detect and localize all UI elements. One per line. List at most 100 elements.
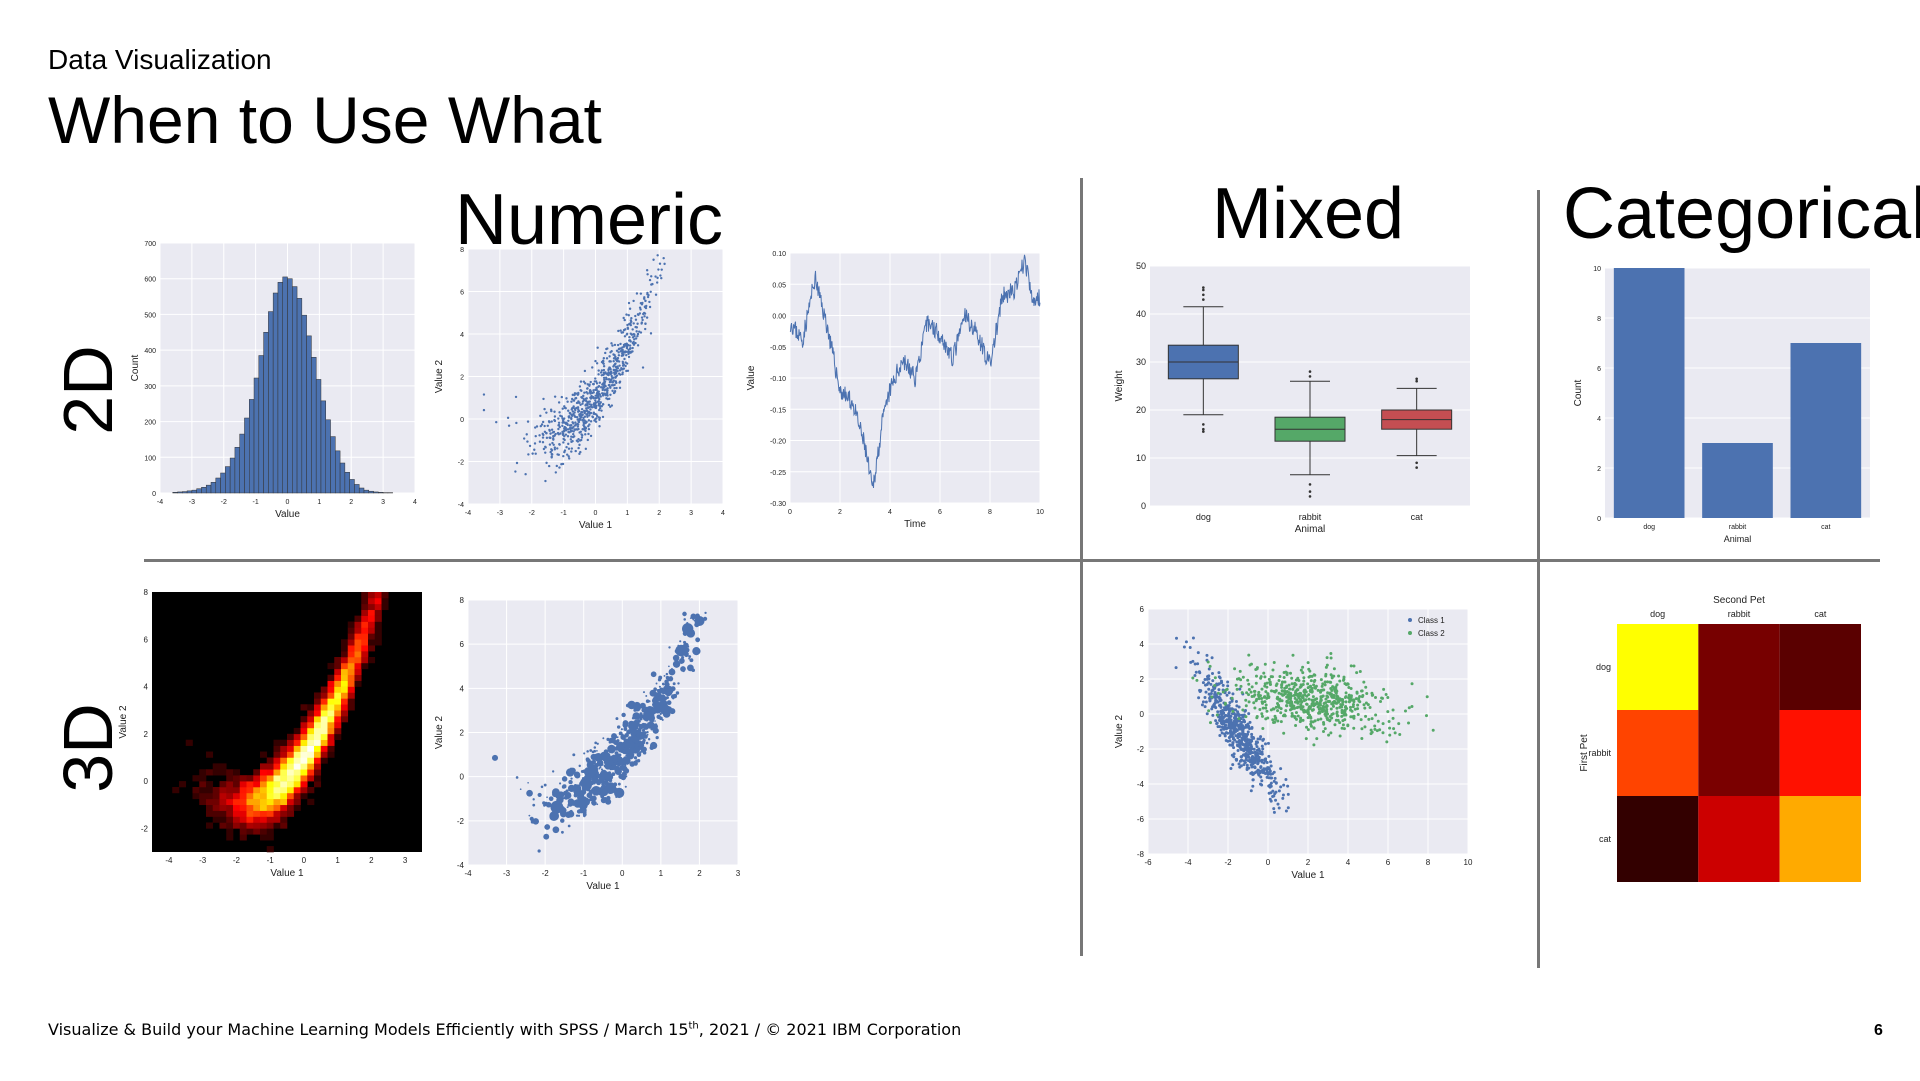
bubble-point [673, 664, 677, 667]
density-cell [314, 710, 322, 717]
class2-point [1208, 721, 1212, 725]
class1-point [1224, 738, 1228, 742]
scatter-point [591, 406, 594, 409]
density-cell [368, 657, 376, 664]
scatter-point [660, 268, 663, 271]
scatter-point [599, 395, 602, 398]
density-cell [341, 657, 349, 664]
scatter-point [644, 327, 647, 331]
histogram-bar [268, 311, 274, 494]
density-cell [246, 787, 254, 794]
bubble-point [600, 797, 607, 804]
density-cell [354, 615, 362, 622]
scatter-point [557, 421, 561, 425]
scatter-point [571, 439, 574, 443]
scatter-point [596, 400, 600, 403]
scatter-point [526, 440, 529, 443]
density-cell [212, 804, 220, 811]
class1-point [1218, 703, 1222, 707]
density-cell [320, 686, 328, 693]
x-tick-label: 1 [659, 869, 664, 878]
bubble-point [596, 742, 599, 745]
class2-point [1349, 695, 1353, 699]
class1-point [1215, 699, 1219, 703]
scatter-point [534, 434, 537, 438]
density-cell [293, 739, 301, 746]
density-cell [334, 668, 342, 676]
class2-point [1316, 702, 1320, 706]
class1-point [1221, 709, 1225, 713]
histogram-bar [373, 491, 379, 494]
class2-point [1252, 701, 1256, 705]
class2-point [1238, 669, 1242, 673]
bubble-point [666, 690, 669, 694]
bubble-point [636, 730, 641, 734]
bubble-point [620, 765, 624, 769]
density-cell [246, 775, 254, 782]
scatter-point [615, 369, 619, 373]
bubble-point [583, 774, 592, 782]
class2-point [1361, 693, 1365, 697]
class2-point [1332, 674, 1336, 678]
scatter-point [580, 436, 584, 439]
bubble-point [604, 752, 611, 759]
density-cell [280, 763, 288, 770]
scatter-point [557, 423, 561, 427]
scatter-point [576, 393, 580, 396]
bubble-point [572, 753, 576, 757]
density-cell [253, 804, 261, 811]
bubble-point [653, 695, 659, 702]
class2-point [1366, 703, 1370, 707]
class2-point [1322, 721, 1326, 725]
scatter-point [634, 318, 638, 321]
scatter-point [634, 325, 637, 329]
density-cell [239, 787, 247, 794]
bubble-point [589, 749, 593, 752]
scatter-point [660, 276, 663, 280]
scatter-point [644, 322, 647, 325]
density-cell [246, 792, 254, 800]
class2-point [1363, 725, 1367, 729]
class2-point [1295, 706, 1299, 710]
scatter-point [577, 427, 580, 431]
bubble-point [576, 809, 582, 814]
class1-point [1221, 683, 1225, 687]
scatter-point [550, 409, 553, 413]
class2-point [1312, 673, 1316, 677]
scatter-point [628, 335, 631, 339]
bubble-point [569, 811, 573, 815]
class2-point [1373, 724, 1377, 728]
bubble-point [632, 760, 638, 766]
class1-point [1267, 754, 1271, 758]
density-cell [374, 603, 382, 611]
class2-point [1357, 699, 1361, 703]
class2-point [1235, 687, 1239, 691]
density-cell [293, 787, 301, 794]
bubble-point [593, 789, 598, 794]
bubble-point [575, 790, 583, 798]
bubble-point [619, 758, 626, 765]
density-cell [368, 592, 376, 599]
class1-point [1279, 785, 1283, 789]
scatter-point [495, 420, 498, 424]
class2-point [1285, 704, 1289, 708]
class1-point [1269, 760, 1273, 764]
bubble-point [643, 723, 647, 726]
y-tick-label: 8 [1597, 316, 1601, 323]
class2-point [1257, 697, 1261, 701]
class2-point [1332, 699, 1336, 703]
bubble-point [591, 776, 599, 783]
bubble-point [616, 752, 618, 755]
scatter-point [617, 329, 620, 333]
heatmap-cell [1779, 796, 1861, 882]
class1-point [1257, 747, 1261, 751]
scatter-point [625, 333, 628, 336]
class2-point [1309, 715, 1313, 719]
class2-point [1424, 714, 1428, 718]
class2-point [1253, 706, 1257, 710]
density-cell [280, 798, 288, 806]
scatter-point [545, 436, 549, 440]
density-cell [253, 828, 261, 835]
density-cell [347, 674, 355, 681]
